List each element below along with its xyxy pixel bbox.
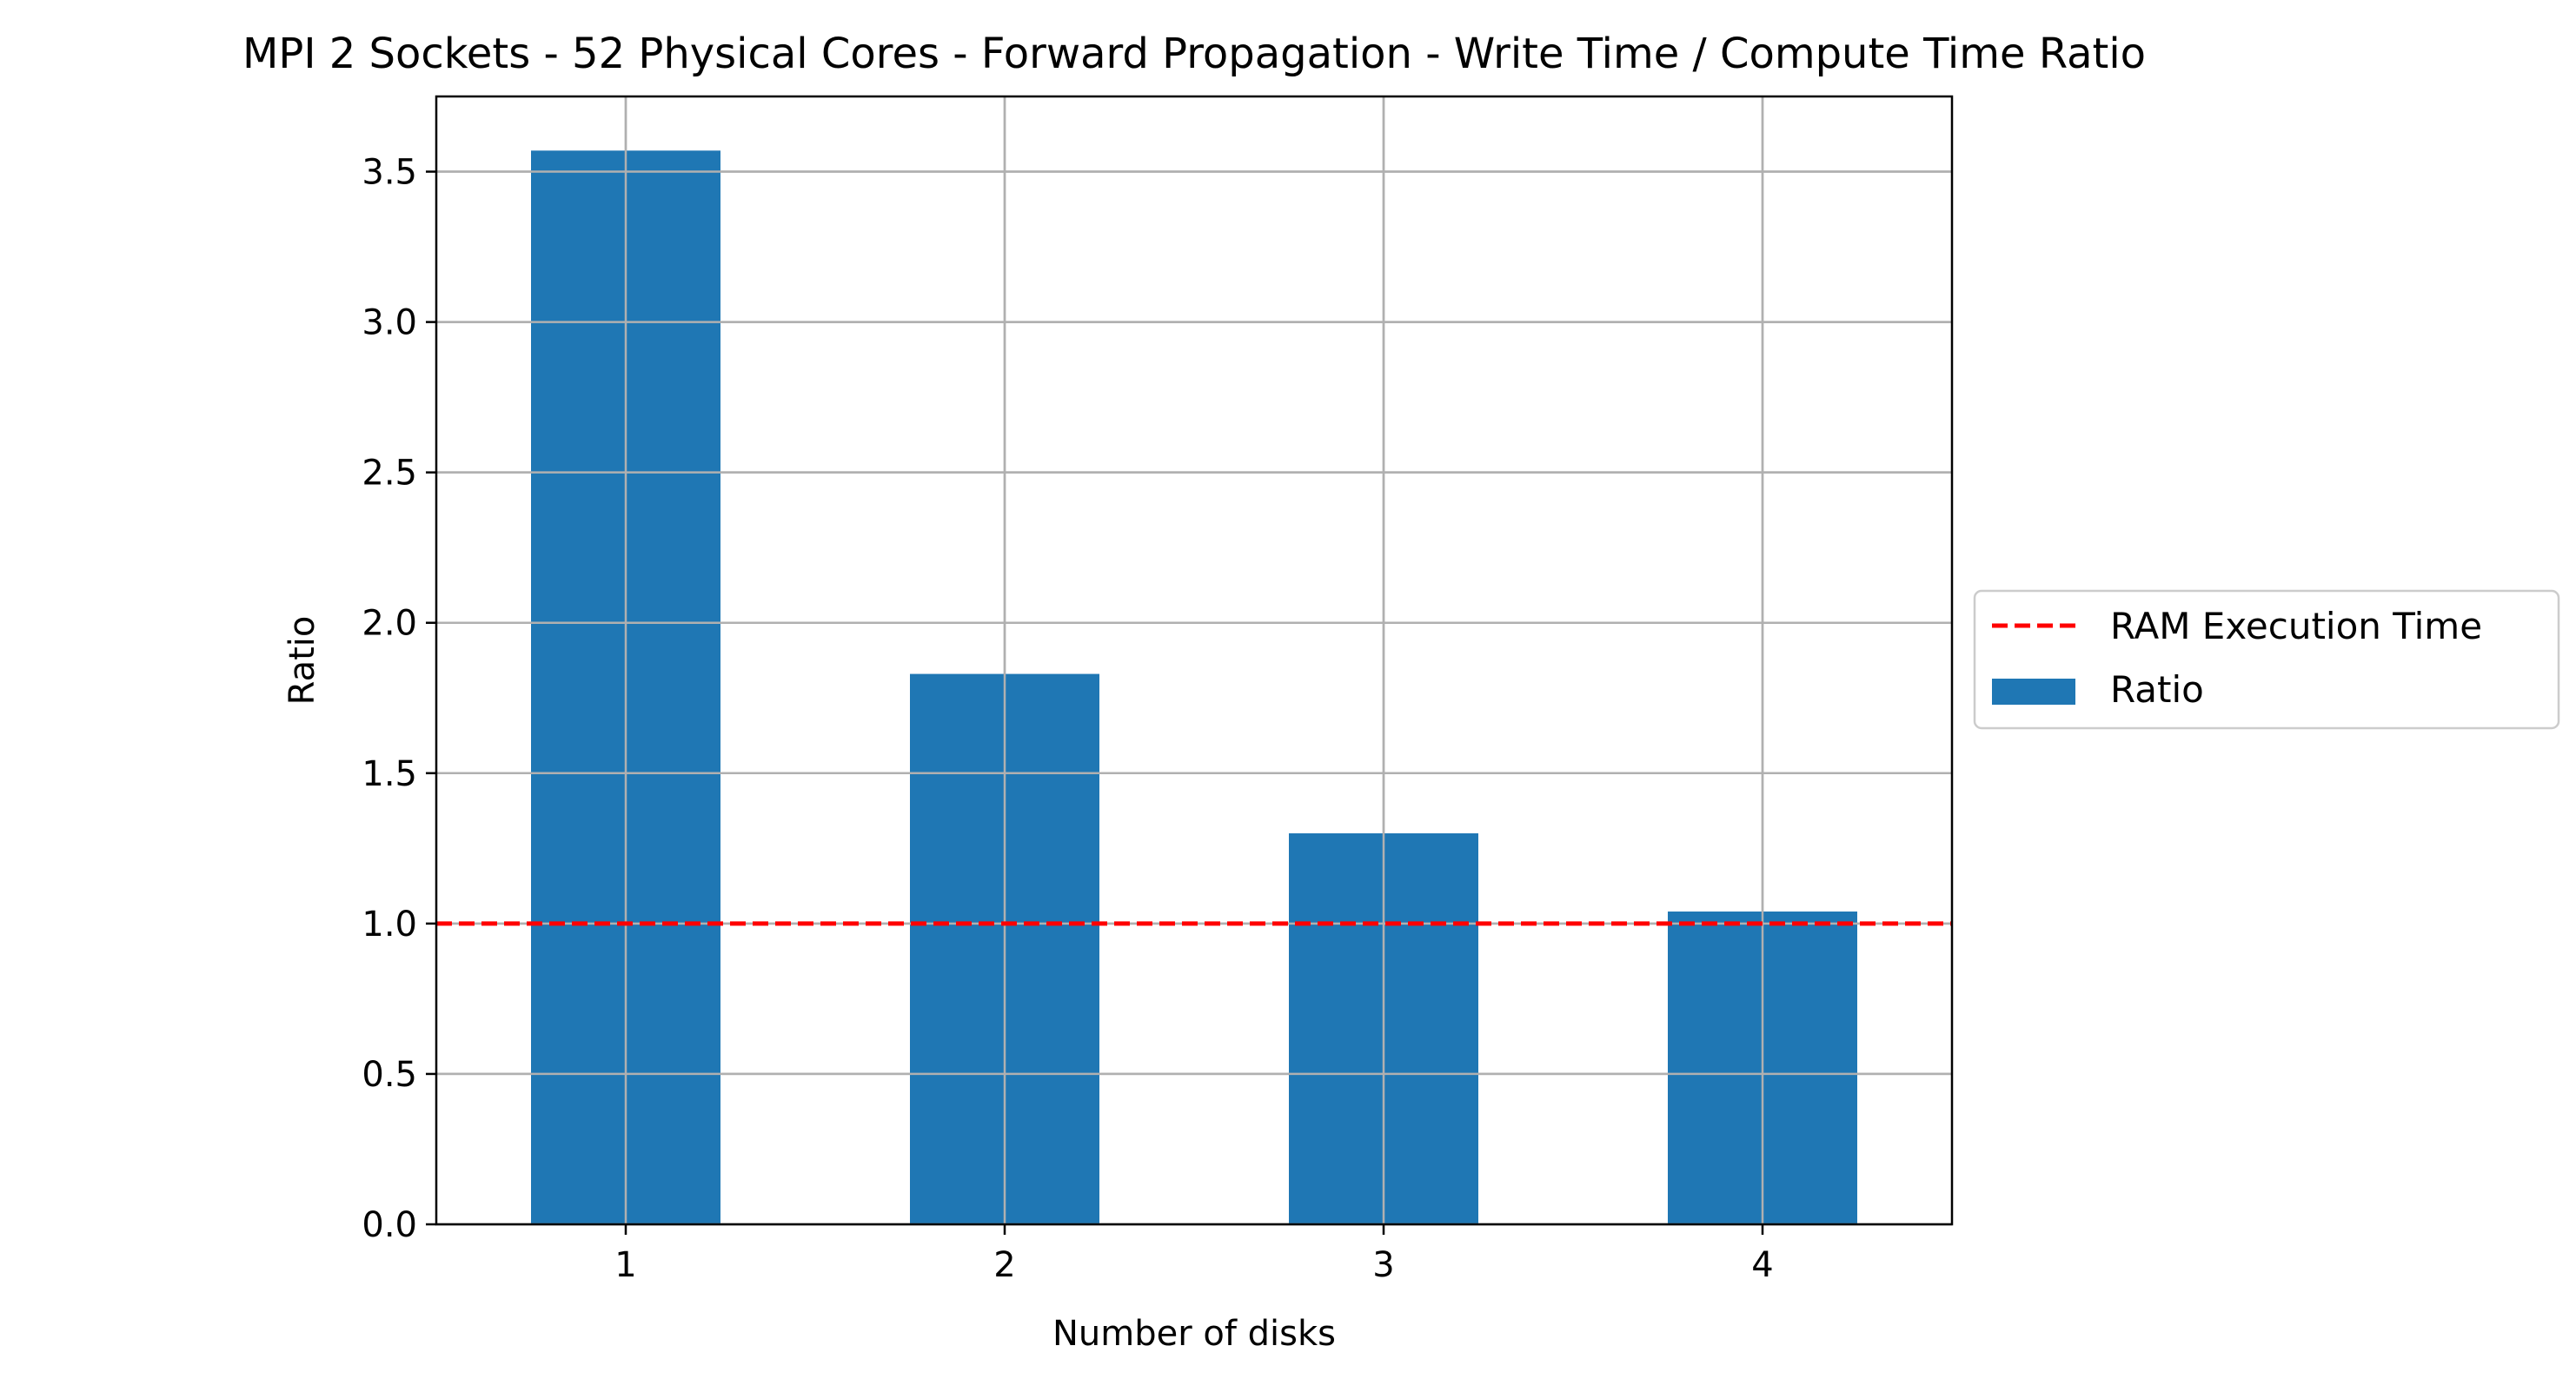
- x-tick-label: 2: [993, 1245, 1015, 1285]
- legend-label-ram-execution-time: RAM Execution Time: [2110, 605, 2482, 647]
- y-tick-label: 2.0: [362, 604, 417, 644]
- legend-bar-swatch: [1992, 679, 2075, 705]
- y-tick-label: 3.5: [362, 153, 417, 193]
- x-tick-label: 1: [614, 1245, 636, 1285]
- legend-items: RAM Execution Time Ratio: [1992, 605, 2482, 711]
- x-tick-label: 4: [1751, 1245, 1773, 1285]
- bars: [436, 96, 1952, 1226]
- y-tick-label: 1.5: [362, 754, 417, 794]
- x-axis: 1 2 3 4: [614, 1224, 1774, 1285]
- legend-box: [1973, 589, 2560, 730]
- x-axis-label: Number of disks: [1052, 1314, 1336, 1354]
- y-tick-label: 2.5: [362, 454, 417, 494]
- x-tick-label: 3: [1372, 1245, 1394, 1285]
- y-tick-label: 1.0: [362, 905, 417, 945]
- legend: RAM Execution Time Ratio: [1973, 589, 2560, 730]
- y-axis: 0.0 0.5 1.0 1.5 2.0 2.5 3.0 3.5: [362, 153, 436, 1245]
- plot-area: [435, 95, 1954, 1226]
- legend-label-ratio: Ratio: [2110, 668, 2204, 711]
- y-tick-label: 3.0: [362, 303, 417, 343]
- y-axis-label: Ratio: [282, 616, 322, 706]
- y-tick-label: 0.5: [362, 1055, 417, 1095]
- chart-title: MPI 2 Sockets - 52 Physical Cores - Forw…: [242, 30, 2146, 78]
- plot-frame: [435, 95, 1954, 1226]
- y-tick-label: 0.0: [362, 1205, 417, 1245]
